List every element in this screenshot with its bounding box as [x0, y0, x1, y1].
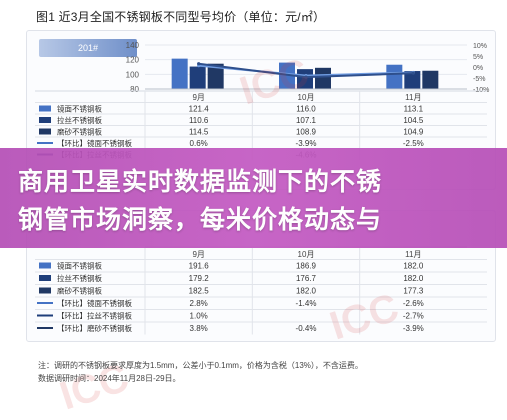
notes: 注：调研的不锈钢板要求厚度为1.5mm，公差小于0.1mm，价格为含税（13%）… — [38, 359, 363, 385]
legend-label: 【环比】拉丝不锈钢板 — [57, 311, 132, 321]
data-label: 0.6% — [190, 139, 208, 148]
legend-label: 镜面不锈钢板 — [57, 261, 102, 271]
category-label: 9月 — [192, 93, 204, 102]
line-point — [411, 71, 415, 75]
bar — [386, 64, 403, 89]
banner-line-1: 商用卫星实时数据监测下的不锈 — [18, 168, 383, 196]
legend-swatch — [39, 275, 51, 281]
category-label: 10月 — [298, 250, 315, 259]
legend-label: 磨砂不锈钢板 — [57, 286, 102, 296]
category-label: 11月 — [405, 250, 421, 259]
category-label: 11月 — [405, 93, 421, 102]
data-label: 177.3 — [403, 287, 424, 296]
legend-label: 拉丝不锈钢板 — [57, 273, 102, 283]
category-label: 9月 — [192, 250, 204, 259]
bar — [404, 71, 421, 89]
banner-line-2: 钢管市场洞察，每米价格动态与 — [18, 206, 383, 234]
data-label: 114.5 — [189, 128, 209, 137]
legend-label: 【环比】镜面不锈钢板 — [57, 138, 132, 148]
data-label: 110.6 — [189, 116, 209, 125]
data-label: 3.8% — [190, 324, 208, 333]
data-label: 108.9 — [296, 128, 317, 137]
bar — [422, 70, 439, 89]
legend-label: 拉丝不锈钢板 — [57, 115, 102, 125]
data-label: -2.6% — [403, 299, 424, 308]
legend-swatch — [39, 105, 51, 112]
y2-tick-label: 5% — [473, 54, 483, 61]
data-label: 186.9 — [296, 262, 317, 271]
data-label: -3.9% — [296, 139, 317, 148]
data-label: 182.0 — [296, 287, 317, 296]
y-tick-label: 100 — [126, 70, 140, 79]
y-tick-label: 140 — [126, 41, 140, 50]
bar — [297, 69, 313, 89]
bar — [315, 67, 331, 89]
data-label: 182.0 — [403, 274, 424, 283]
legend-label: 磨砂不锈钢板 — [57, 127, 102, 137]
data-label: 113.1 — [404, 105, 424, 114]
data-label: 176.7 — [296, 274, 317, 283]
note-line: 注：调研的不锈钢板要求厚度为1.5mm，公差小于0.1mm，价格为含税（13%）… — [38, 361, 363, 370]
grade-tag: 201# — [39, 39, 137, 57]
legend-swatch — [39, 262, 51, 269]
y2-tick-label: 10% — [473, 43, 487, 50]
line-point — [197, 62, 201, 66]
data-label: -3.9% — [403, 324, 424, 333]
line-point — [304, 75, 308, 79]
data-label: 121.4 — [189, 105, 210, 114]
bar — [189, 66, 206, 89]
data-label: -0.4% — [296, 324, 317, 333]
data-label: 1.0% — [190, 312, 208, 321]
y2-tick-label: 0% — [473, 65, 483, 72]
data-label: 179.2 — [189, 274, 210, 283]
data-label: 182.0 — [403, 262, 424, 271]
chart-title: 图1 近3月全国不锈钢板不同型号均价（单位：元/㎡） — [36, 10, 326, 24]
bar — [207, 63, 224, 89]
y-tick-label: 80 — [130, 85, 139, 94]
legend-label: 【环比】磨砂不锈钢板 — [57, 323, 132, 333]
data-label: 2.8% — [190, 299, 208, 308]
data-label: 182.5 — [189, 287, 210, 296]
legend-swatch — [39, 128, 51, 135]
headline-banner: 商用卫星实时数据监测下的不锈 钢管市场洞察，每米价格动态与 — [0, 148, 507, 248]
data-label: 107.1 — [296, 116, 317, 125]
data-label: -2.5% — [403, 139, 424, 148]
bar — [171, 58, 188, 89]
y2-tick-label: -5% — [473, 76, 485, 83]
data-label: 104.5 — [403, 116, 424, 125]
legend-label: 【环比】镜面不锈钢板 — [57, 298, 132, 308]
data-label: 191.6 — [189, 262, 210, 271]
data-label: -1.4% — [296, 299, 317, 308]
y-tick-label: 120 — [126, 56, 140, 65]
legend-swatch — [39, 287, 51, 294]
category-label: 10月 — [298, 93, 315, 102]
data-label: 116.0 — [296, 105, 316, 114]
data-label: 104.9 — [403, 128, 424, 137]
note-line: 数据调研时间：2024年11月28日-29日。 — [38, 374, 181, 383]
legend-label: 镜面不锈钢板 — [57, 104, 102, 114]
bar — [279, 62, 295, 89]
legend-swatch — [39, 117, 51, 123]
data-label: -2.7% — [403, 312, 424, 321]
